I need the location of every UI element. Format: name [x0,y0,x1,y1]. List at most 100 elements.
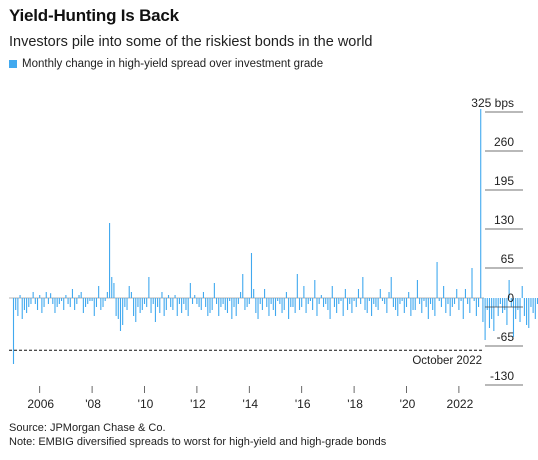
bar [274,298,277,316]
bar [364,298,366,310]
bar [74,298,76,310]
bar [443,286,445,298]
bar [283,298,285,310]
bar [30,298,32,304]
bar [473,298,475,301]
bar [137,298,139,307]
bar [434,298,436,316]
bar [122,298,124,325]
bar [246,298,248,307]
bar [423,298,425,301]
bar [351,298,353,313]
bar [261,298,263,310]
footnote: Note: EMBIG diversified spreads to worst… [9,436,387,448]
bar [353,298,355,301]
x-tick-label: '18 [347,397,363,411]
x-tick-label: '20 [400,397,416,411]
bar [425,298,427,307]
bar [403,298,405,313]
bar [469,298,471,313]
bar [209,298,211,313]
bar [526,298,528,325]
bar [244,298,246,310]
bar [390,277,392,298]
bar [512,298,515,337]
bar [21,298,23,319]
legend-swatch [9,60,17,68]
bar [449,298,451,316]
bar [440,298,442,307]
bar [85,298,87,307]
bar [340,298,342,301]
bar [257,298,259,319]
bar [93,298,95,316]
bar [314,280,316,298]
bar [163,298,165,316]
bar [309,298,311,301]
bar [517,298,519,310]
bar [198,298,200,307]
bar [54,298,56,313]
bar [235,298,237,316]
bar [139,298,141,313]
bar [17,298,19,316]
bar [342,298,344,316]
bar [47,298,49,304]
bar [264,289,266,298]
bar [327,298,329,310]
bar [486,298,488,310]
bar [456,289,458,298]
bar [277,298,279,301]
bar [301,298,303,307]
x-tick-label: 2022 [447,397,474,411]
bar [272,298,274,310]
bar [421,298,423,313]
bar [333,298,335,307]
bar [200,298,202,310]
bar [111,277,113,298]
bar [305,298,307,313]
bar [506,298,508,325]
bar [375,298,377,307]
y-tick-label: 325 bps [471,96,514,110]
bar [213,283,215,298]
bar [480,109,482,298]
bar [216,298,218,304]
bar [218,298,220,316]
bar [445,298,447,313]
bar [316,298,318,316]
y-tick-label: 130 [494,213,514,227]
bar [360,298,362,304]
bar [447,298,449,304]
bar [410,298,412,316]
bar [45,292,47,298]
bar [419,298,421,304]
bar [458,298,460,310]
bar [196,298,198,304]
bar [253,289,255,298]
x-tick-label: '12 [190,397,206,411]
bar [119,298,122,331]
bar [519,298,521,322]
x-tick-label: 2006 [27,397,54,411]
y-tick-label: 65 [501,252,515,266]
bar [157,298,159,307]
bar [128,286,130,298]
bar [412,298,414,310]
bar [478,298,480,307]
bar [432,298,434,310]
bar [515,298,517,319]
y-tick-label: 260 [494,135,514,149]
bar [296,274,298,298]
bar [52,298,54,304]
bar [63,298,65,310]
bar [229,298,231,301]
bar [124,298,126,307]
bar [143,298,146,304]
bar [464,289,466,298]
bar [80,292,82,298]
reference-line-label: October 2022 [412,355,482,367]
bar [475,298,477,316]
bar [161,292,163,298]
bar [322,298,325,307]
